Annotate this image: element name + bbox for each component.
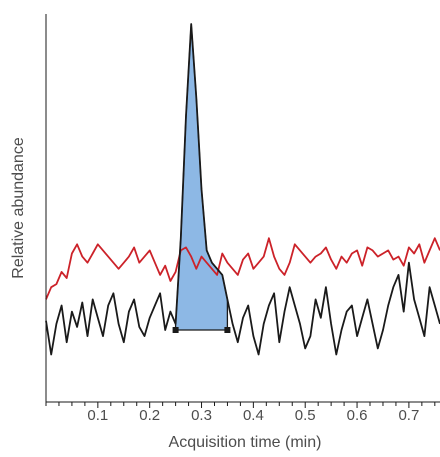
red-trace-line (45, 237, 440, 300)
black-trace-line (45, 23, 440, 356)
x-axis-label: Acquisition time (min) (169, 434, 322, 451)
peak-boundary-marker (172, 327, 179, 333)
peak-integration-markers (172, 327, 231, 333)
x-tick-label: 0.3 (191, 407, 212, 424)
x-tick-label: 0.2 (139, 407, 160, 424)
y-axis-label: Relative abundance (10, 137, 27, 279)
plot-area (45, 23, 440, 356)
x-tick-label: 0.1 (87, 407, 108, 424)
x-tick-label: 0.6 (347, 407, 368, 424)
x-tick-label: 0.7 (398, 407, 419, 424)
x-tick-label: 0.5 (295, 407, 316, 424)
axes: 0.1 0.2 0.3 0.4 0.5 0.6 0.7 (45, 14, 440, 424)
peak-boundary-marker (224, 327, 231, 333)
x-tick-label: 0.4 (243, 407, 264, 424)
x-axis-ticks: 0.1 0.2 0.3 0.4 0.5 0.6 0.7 (45, 402, 436, 424)
